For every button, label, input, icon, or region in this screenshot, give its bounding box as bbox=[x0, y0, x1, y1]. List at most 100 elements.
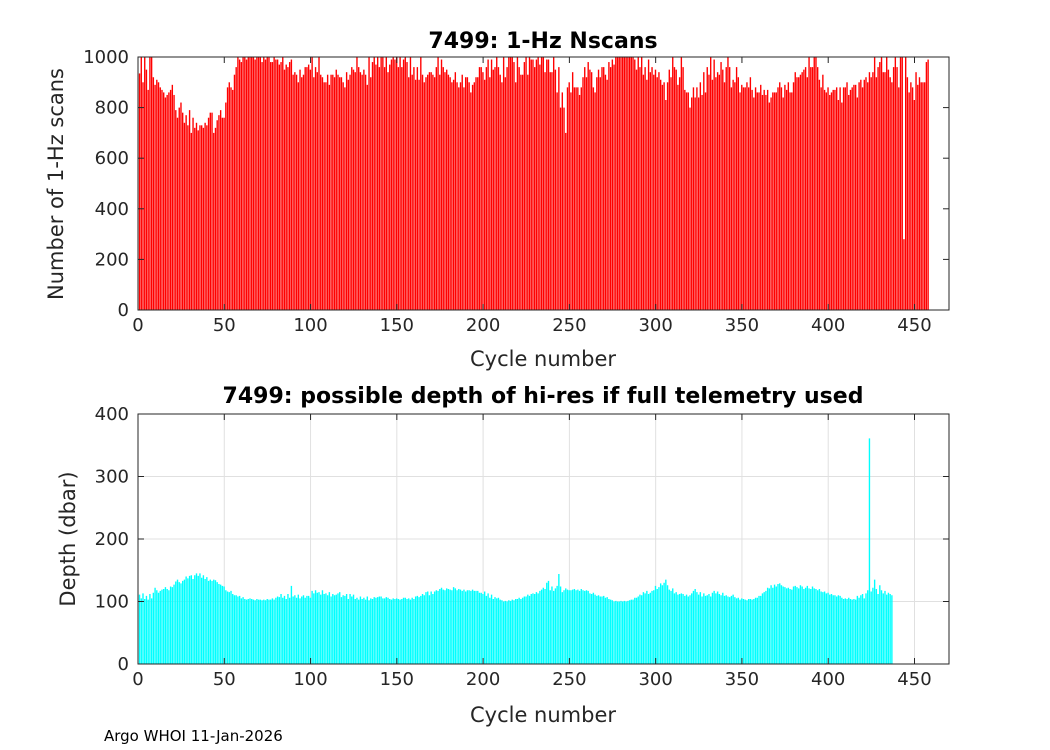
bottom-chart-bar bbox=[716, 591, 719, 664]
top-chart-bar bbox=[908, 92, 910, 310]
top-chart-bar bbox=[692, 87, 695, 310]
bottom-chart-bar bbox=[387, 597, 389, 664]
top-chart-bar bbox=[309, 69, 312, 311]
top-chart-bar bbox=[911, 87, 914, 310]
top-chart-bar bbox=[813, 57, 815, 310]
top-chart-bar bbox=[306, 67, 308, 311]
top-chart-bar bbox=[276, 59, 279, 310]
top-chart-bar bbox=[190, 132, 193, 310]
top-chart-bar bbox=[433, 77, 436, 311]
bottom-chart-bar bbox=[606, 597, 608, 665]
bottom-chart-bar bbox=[597, 595, 600, 664]
top-chart-bar bbox=[425, 77, 427, 311]
top-chart-bar bbox=[358, 67, 360, 311]
bottom-chart-bar bbox=[414, 596, 417, 664]
top-chart-bar bbox=[176, 117, 179, 310]
top-chart-bar bbox=[723, 82, 726, 310]
top-chart-bar bbox=[511, 57, 513, 310]
bottom-chart-bar bbox=[163, 589, 165, 664]
top-chart-bar bbox=[578, 94, 581, 310]
top-chart-bar bbox=[899, 57, 902, 310]
top-chart-bar bbox=[810, 67, 812, 311]
top-chart-bar bbox=[601, 67, 603, 311]
top-chart-bar bbox=[920, 82, 922, 310]
bottom-chart-bar bbox=[397, 599, 400, 664]
bottom-chart-bar bbox=[185, 576, 187, 664]
footer-credit: Argo WHOI 11-Jan-2026 bbox=[104, 727, 283, 745]
bottom-chart-bar bbox=[884, 590, 886, 665]
top-chart-bar bbox=[487, 59, 489, 310]
bottom-chart-bar bbox=[309, 597, 312, 664]
top-chart-x-tick-label: 50 bbox=[213, 315, 236, 336]
top-chart-bar bbox=[680, 57, 683, 310]
bottom-chart-bar bbox=[275, 597, 277, 664]
bottom-chart-bar bbox=[568, 590, 570, 664]
bottom-chart-bar bbox=[818, 589, 821, 664]
top-chart-bar bbox=[756, 92, 758, 310]
top-chart-bar bbox=[169, 89, 172, 310]
top-chart-bar bbox=[622, 57, 624, 310]
bottom-chart-bar bbox=[770, 585, 772, 664]
bottom-chart-bar bbox=[244, 599, 246, 664]
bottom-chart-bar bbox=[411, 597, 413, 664]
bottom-chart-bar bbox=[475, 590, 477, 665]
bottom-chart-bar bbox=[585, 590, 588, 664]
top-chart-bar bbox=[615, 57, 617, 310]
bottom-chart-bar bbox=[301, 596, 303, 664]
bottom-chart-bar bbox=[482, 594, 484, 664]
top-chart-y-label: Number of 1-Hz scans bbox=[44, 68, 68, 300]
bottom-chart-bar bbox=[829, 594, 831, 665]
bottom-chart-bar bbox=[478, 592, 481, 664]
top-chart-bar bbox=[604, 74, 607, 311]
top-chart-bar bbox=[639, 67, 641, 311]
top-chart-bar bbox=[330, 74, 332, 311]
bottom-chart-bar bbox=[713, 590, 715, 665]
bottom-chart-bars bbox=[138, 438, 893, 665]
top-chart-bar bbox=[421, 74, 424, 311]
bottom-chart-bar bbox=[314, 590, 317, 664]
bottom-chart-bar bbox=[839, 595, 841, 665]
bottom-chart-bar bbox=[632, 599, 634, 665]
top-chart-bar bbox=[832, 89, 834, 310]
top-chart-bar bbox=[335, 69, 337, 311]
bottom-chart-bar bbox=[390, 599, 393, 665]
bottom-chart-bar bbox=[773, 584, 776, 665]
top-chart-bar bbox=[901, 57, 903, 310]
bottom-chart-bar bbox=[571, 589, 574, 665]
top-chart-bar bbox=[677, 84, 679, 310]
top-chart-bar bbox=[485, 67, 488, 311]
top-chart-bar bbox=[456, 82, 458, 310]
bottom-chart-bar bbox=[544, 589, 546, 664]
bottom-chart-bar bbox=[149, 594, 151, 664]
top-chart-y-tick-label: 0 bbox=[118, 300, 129, 321]
top-chart-bar bbox=[785, 89, 788, 310]
top-chart-bar bbox=[354, 72, 356, 311]
bottom-chart-bar bbox=[811, 586, 814, 664]
bottom-chart-bar bbox=[470, 590, 472, 665]
bottom-chart-bar bbox=[297, 594, 299, 665]
bottom-chart-bar bbox=[169, 586, 172, 664]
top-chart-bar bbox=[380, 57, 382, 310]
top-chart-bar bbox=[727, 57, 729, 310]
top-chart-bar bbox=[416, 67, 419, 311]
top-chart-bar bbox=[207, 117, 210, 310]
top-chart-bar bbox=[294, 72, 296, 311]
top-chart-bar bbox=[796, 77, 798, 311]
top-chart-bar bbox=[297, 82, 299, 310]
top-chart-y-tick-label: 400 bbox=[95, 199, 129, 220]
top-chart-x-tick-label: 250 bbox=[552, 315, 586, 336]
top-chart-bar bbox=[325, 82, 327, 310]
top-chart-bar bbox=[382, 57, 384, 310]
top-chart-bar bbox=[477, 77, 479, 311]
top-chart-bar bbox=[292, 74, 294, 311]
top-chart-bar bbox=[482, 72, 484, 311]
top-chart-bar bbox=[313, 77, 315, 311]
top-chart-bar bbox=[195, 122, 198, 310]
bottom-chart-bar bbox=[758, 595, 760, 665]
bottom-chart-bar bbox=[285, 599, 287, 664]
bottom-chart-bar bbox=[540, 589, 543, 665]
bottom-chart-y-tick-label: 100 bbox=[95, 592, 129, 613]
top-chart-bar bbox=[359, 72, 362, 311]
bottom-chart-bar bbox=[373, 597, 375, 665]
top-chart-bar bbox=[142, 82, 144, 310]
